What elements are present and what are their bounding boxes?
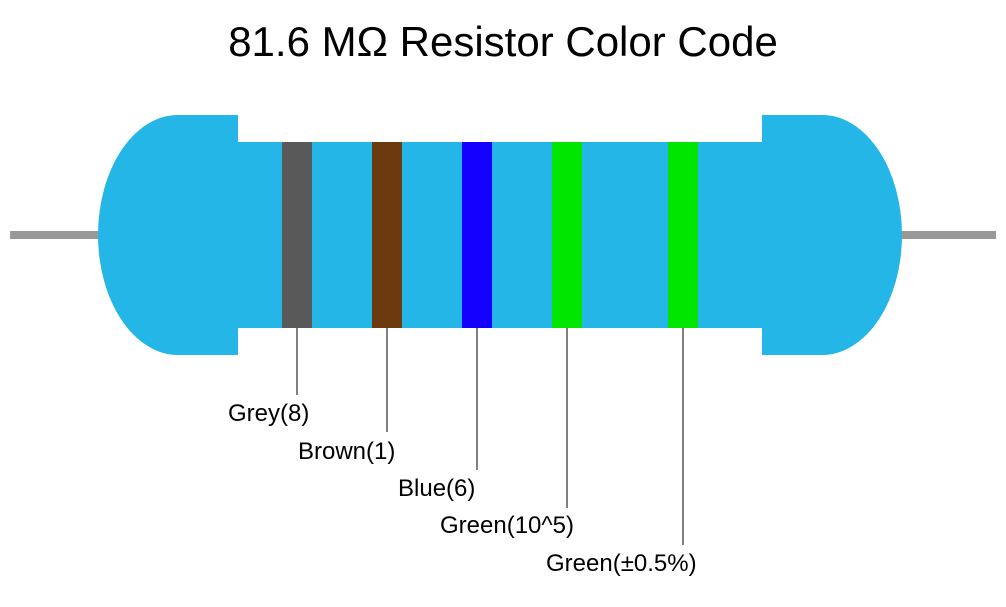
band-1 [372,142,402,328]
band-3 [552,142,582,328]
band-label-2: Blue(6) [398,475,475,503]
band-label-0: Grey(8) [228,400,309,428]
band-4 [668,142,698,328]
band-label-4: Green(±0.5%) [546,550,697,578]
band-2 [462,142,492,328]
band-label-1: Brown(1) [298,438,395,466]
band-0 [282,142,312,328]
band-label-3: Green(10^5) [440,512,574,540]
